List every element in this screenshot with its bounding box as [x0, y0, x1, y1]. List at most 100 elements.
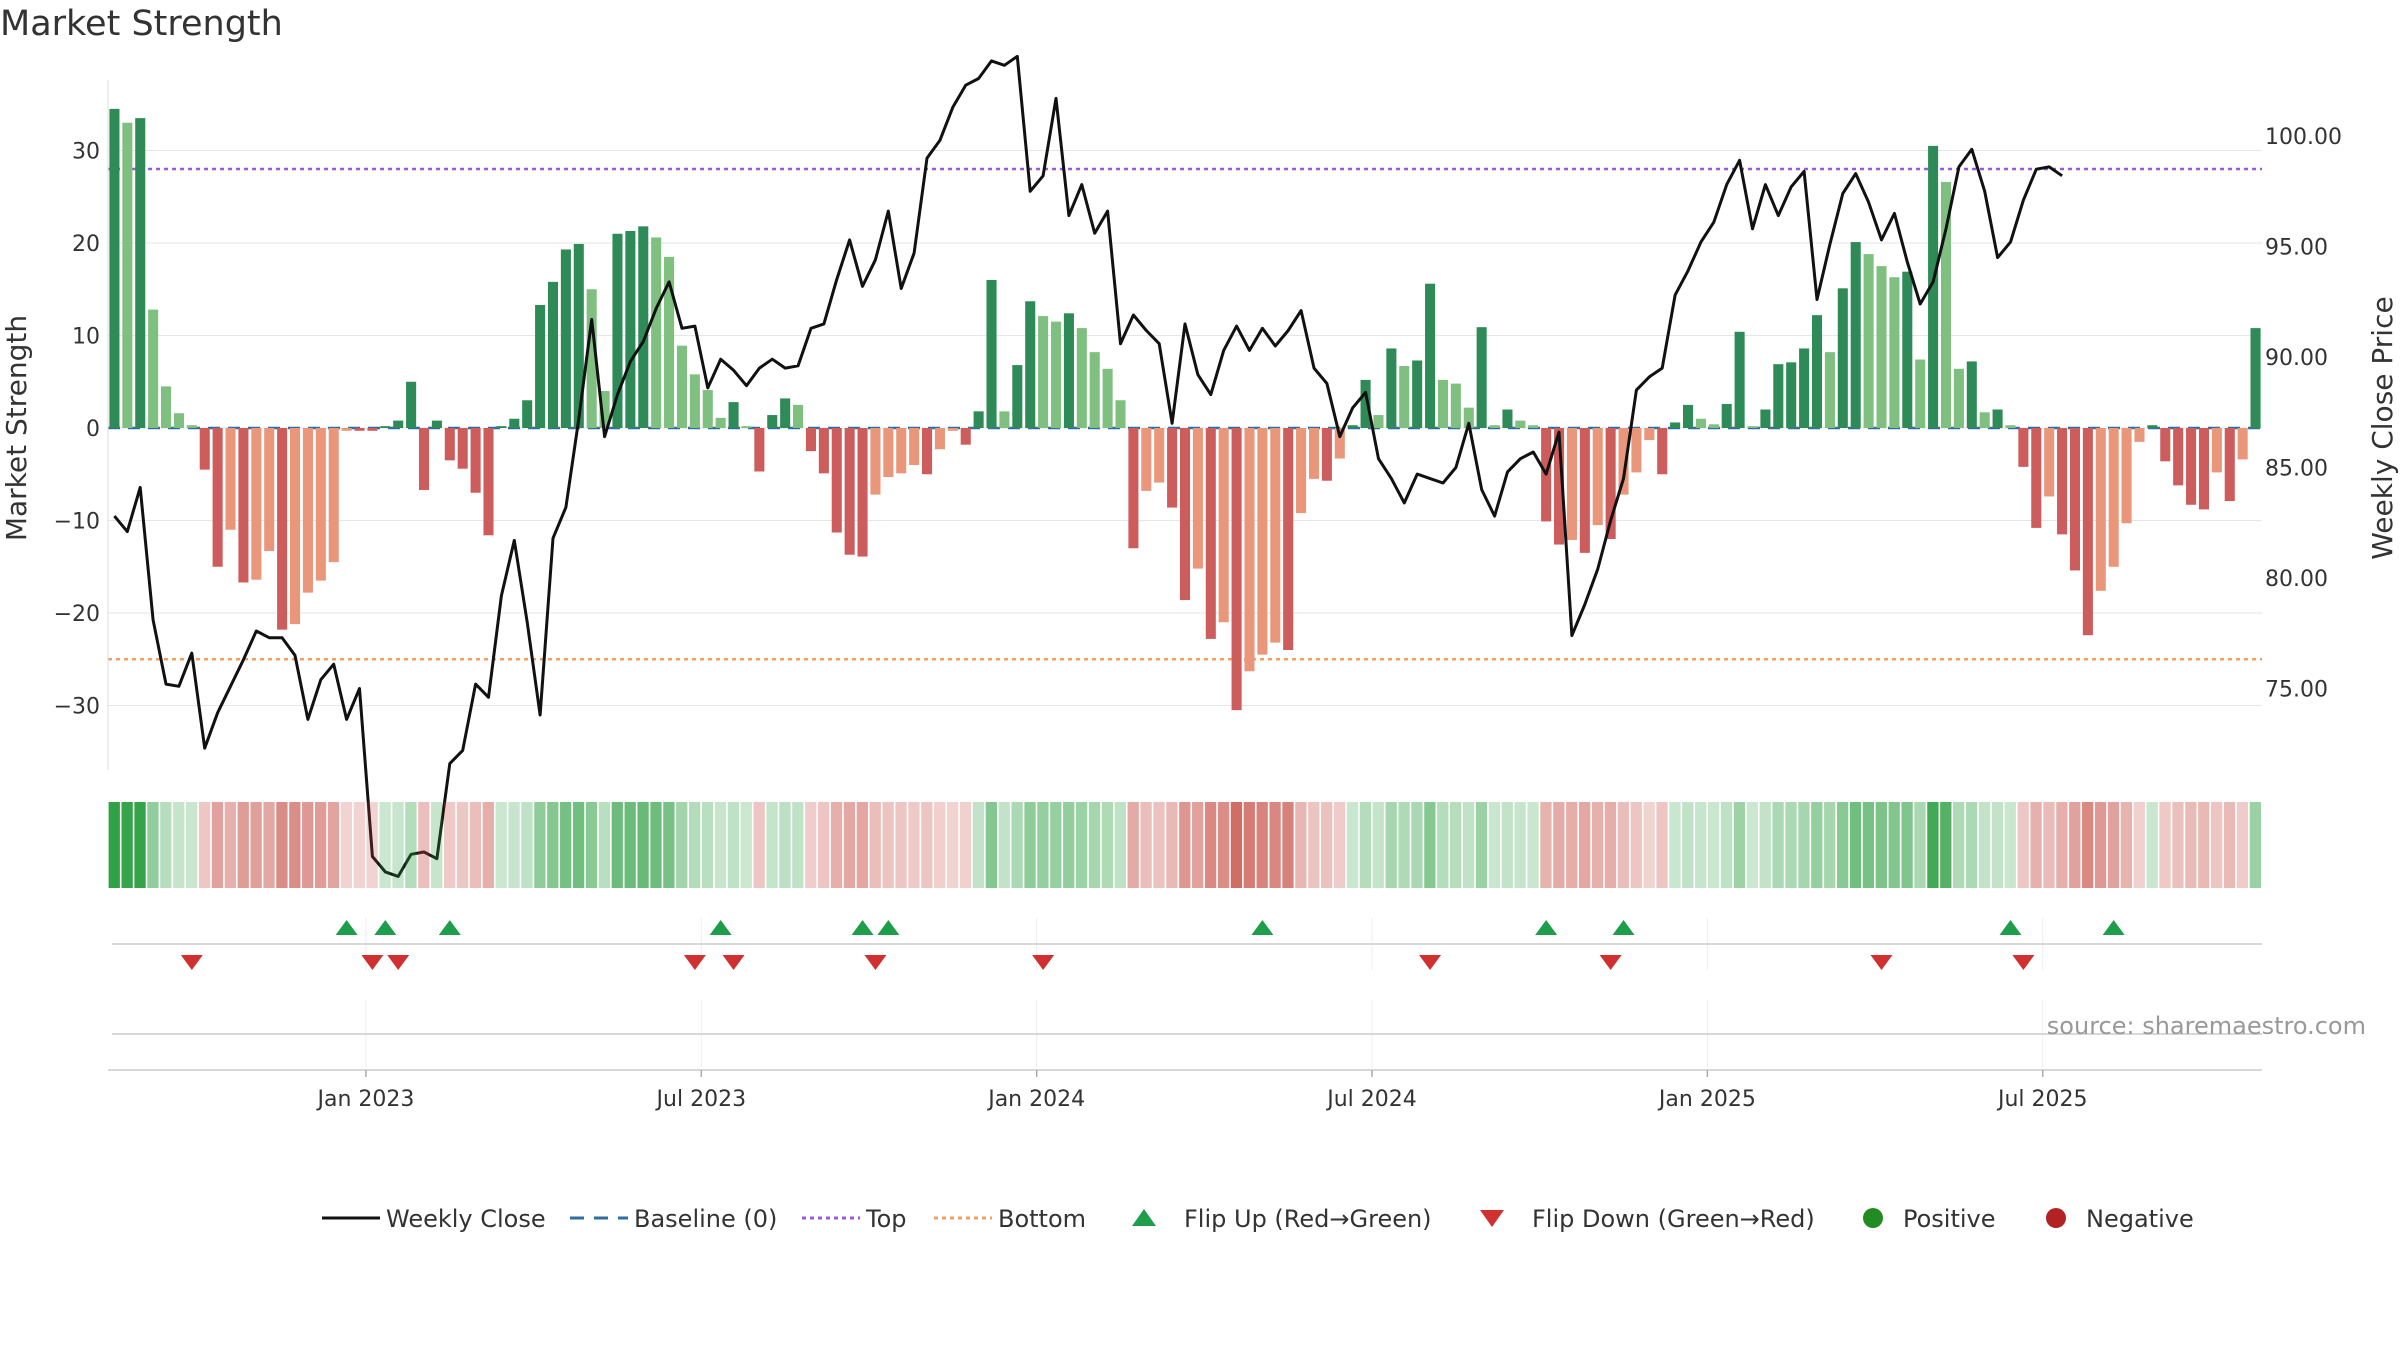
heat-cell [1514, 802, 1526, 888]
x-tick-label: Jul 2024 [1325, 1087, 1417, 1112]
heat-cell [1346, 802, 1359, 888]
y-left-tick-label: −20 [54, 602, 100, 627]
heat-cell [1462, 802, 1475, 888]
heat-cell [2133, 802, 2145, 888]
heat-cell [1591, 802, 1604, 888]
heat-cell [456, 802, 469, 888]
heat-cell [2107, 802, 2120, 888]
strength-bar [1128, 428, 1139, 549]
strength-bar [2134, 428, 2145, 442]
strength-bar [2069, 428, 2081, 571]
heat-cell [1437, 802, 1449, 888]
heat-cell [1953, 802, 1965, 888]
strength-bar [1025, 301, 1036, 428]
heat-cell [521, 802, 533, 888]
y-right-axis-title: Weekly Close Price [2366, 296, 2399, 559]
flip-down-marker [1419, 955, 1442, 970]
strength-bar [1708, 424, 1719, 428]
strength-bar [1979, 412, 1990, 428]
strength-bar [612, 233, 623, 428]
heat-cell [921, 802, 933, 888]
source-layer: source: sharemaestro.com [2047, 1012, 2366, 1040]
heat-cell [2056, 802, 2068, 888]
legend-item: Negative [2046, 1205, 2194, 1233]
heat-cell [663, 802, 675, 888]
strength-bar [831, 428, 842, 533]
strength-bar [354, 428, 365, 431]
strength-bar [1399, 366, 1410, 428]
heat-cell [1024, 802, 1036, 888]
strength-bar [509, 418, 520, 428]
strength-bar [818, 428, 829, 474]
strength-bar [1038, 316, 1049, 428]
heat-cell [2146, 802, 2158, 888]
heat-cell [2159, 802, 2171, 888]
strength-bar [161, 386, 172, 428]
weekly-close-line [113, 54, 2063, 878]
heat-cell [972, 802, 985, 888]
strength-bar [122, 122, 133, 428]
strength-bar [1373, 415, 1384, 428]
flip-up-marker [438, 920, 461, 935]
heat-cell [1140, 802, 1152, 888]
heat-cell [1075, 802, 1088, 888]
heat-cell [1566, 802, 1578, 888]
strength-bar [780, 398, 791, 428]
heat-cell [2094, 802, 2107, 888]
heat-cell [1333, 802, 1346, 888]
strength-bar [934, 428, 945, 450]
strength-bar [767, 415, 778, 428]
legend-item: Positive [1863, 1205, 1996, 1233]
flip-up-marker [851, 920, 874, 935]
strength-bar [1257, 428, 1268, 655]
heat-cell [2211, 802, 2223, 888]
strength-bar [1760, 409, 1771, 428]
strength-bar [1566, 428, 1577, 540]
legend-flip-up-icon [1132, 1209, 1156, 1226]
strength-bar [1076, 328, 1087, 428]
heat-cell [1682, 802, 1694, 888]
strength-bar [754, 428, 765, 472]
heat-cell [1256, 802, 1268, 888]
strength-bar [328, 428, 339, 563]
legend-label: Positive [1903, 1205, 1996, 1233]
strength-bar [1296, 428, 1307, 514]
heat-cell [2082, 802, 2094, 888]
heat-cell [2198, 802, 2210, 888]
legend: Weekly Close Baseline (0) Top Bottom Flip Up… [322, 1205, 2194, 1233]
strength-bar [1824, 352, 1835, 428]
heat-cell [792, 802, 804, 888]
heat-cell [766, 802, 778, 888]
heat-cell [1849, 802, 1862, 888]
strength-bar [2057, 428, 2068, 535]
strength-bar [741, 426, 752, 428]
heat-cell [1527, 802, 1539, 888]
heat-cell [985, 802, 997, 888]
strength-bar [470, 428, 481, 493]
y-right-tick-label: 95.00 [2265, 236, 2328, 261]
heat-cell [1411, 802, 1423, 888]
heat-cell [908, 802, 920, 888]
strength-bar [922, 428, 933, 475]
heat-cell [882, 802, 894, 888]
strength-bar [1205, 428, 1216, 639]
heat-cell [1501, 802, 1513, 888]
heat-cell [598, 802, 611, 888]
flip-up-marker [877, 920, 900, 935]
strength-bar [1012, 365, 1023, 428]
strength-bar [1902, 271, 1913, 428]
heat-cell [1385, 802, 1397, 888]
strength-bar [1837, 288, 1848, 428]
heat-cell [495, 802, 507, 888]
heat-cell [2043, 802, 2055, 888]
x-tick-label: Jan 2025 [1657, 1087, 1756, 1112]
heat-cell [998, 802, 1010, 888]
legend-flip-down-icon [1480, 1210, 1504, 1227]
axes-layer: 30 20 10 0 −10 −20 −30 100.00 95.00 90.00 85.00 80.… [0, 80, 2399, 770]
heat-cell [1037, 802, 1049, 888]
strength-bar [1786, 362, 1797, 428]
flip-down-marker [361, 955, 384, 970]
strength-bar [883, 428, 894, 478]
heat-cell [482, 802, 494, 888]
legend-label: Bottom [998, 1205, 1086, 1233]
